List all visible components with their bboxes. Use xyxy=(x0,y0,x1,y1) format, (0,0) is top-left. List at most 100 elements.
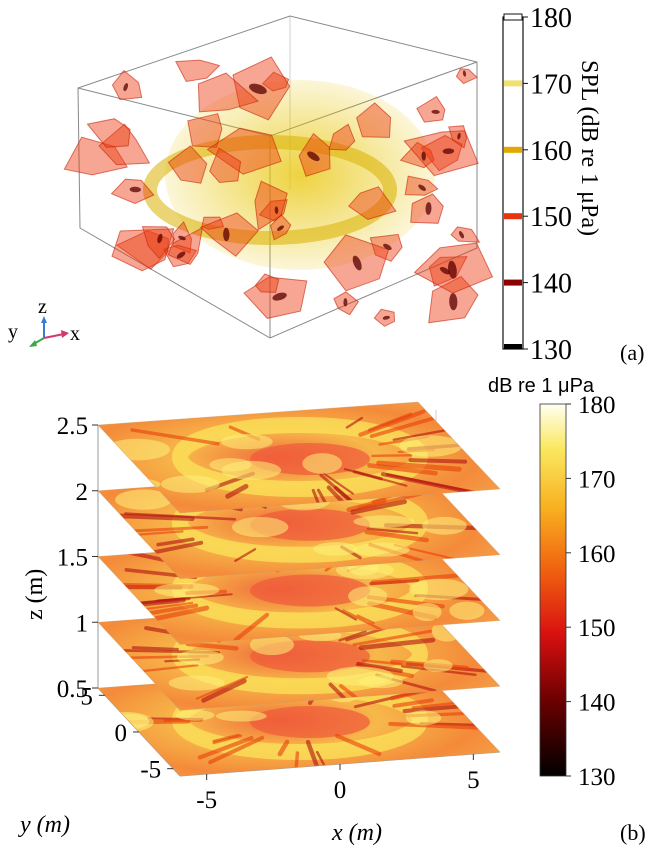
panel-b-colorbar xyxy=(539,403,567,777)
iso-140-core xyxy=(425,202,432,215)
colorbar-a-level-170 xyxy=(504,80,522,87)
colorbar-a-tick-label: 130 xyxy=(530,335,572,366)
z-tick-label: 0.5 xyxy=(57,676,88,703)
colorbar-a-level-130 xyxy=(504,344,522,349)
iso-140-core xyxy=(277,225,284,231)
iso-140-core xyxy=(307,151,320,162)
z-tick-label: 1.5 xyxy=(57,545,88,572)
z-axis-label: z (m) xyxy=(22,569,48,620)
y-tick-label: -5 xyxy=(140,757,161,784)
panel-a-label: (a) xyxy=(620,340,644,365)
x-tick-label: 5 xyxy=(467,767,480,794)
y-axis-ticks: -5 05 xyxy=(80,683,174,784)
isosurface-group xyxy=(63,56,494,327)
iso-140-core xyxy=(439,266,451,275)
colorbar-a-tick-label: 150 xyxy=(530,202,572,233)
iso-150-patch xyxy=(86,118,131,148)
iso-150-patch xyxy=(347,186,397,220)
iso-150-patch xyxy=(328,123,356,151)
heatmap-slice-z-2.5 xyxy=(97,401,501,514)
iso-140-core xyxy=(352,255,362,271)
colorbar-b-tick-label: 140 xyxy=(578,690,616,717)
z-tick-label: 2.5 xyxy=(57,413,88,440)
colorbar-b-tick-label: 160 xyxy=(578,541,616,568)
iso-140-core xyxy=(462,70,467,77)
panel-a-colorbar-label: SPL (dB re 1 μPa) xyxy=(576,60,602,236)
iso-140-core xyxy=(457,132,461,140)
colorbar-b-tick-label: 170 xyxy=(578,466,616,493)
colorbar-a-tick-label: 160 xyxy=(530,136,572,167)
orientation-axis-z: z xyxy=(38,296,47,318)
iso-150-patch xyxy=(416,95,446,123)
iso-150-patch xyxy=(167,226,204,266)
iso-150-patch xyxy=(403,130,479,177)
orientation-axes: z y x xyxy=(8,296,80,347)
iso-150-patch xyxy=(455,68,478,85)
iso-150-patch xyxy=(167,145,208,184)
x-tick-label: 0 xyxy=(334,777,347,804)
z-axis-ticks: 0.5 1 1.5 2 2.5 xyxy=(57,413,98,703)
y-axis-label: y (m) xyxy=(18,812,70,838)
iso-150-patch xyxy=(175,59,221,83)
panel-a: z y x 130 140 150 160 170 180 SPL (dB re 1 μP… xyxy=(8,3,644,366)
iso-150-patch xyxy=(420,134,463,172)
orientation-axis-x: x xyxy=(70,323,80,345)
colorbar-a-tick-label: 170 xyxy=(530,69,572,100)
iso-140-surfaces xyxy=(123,70,467,320)
z-tick-label: 2 xyxy=(76,479,89,506)
iso-140-core xyxy=(343,298,348,307)
colorbar-b-tick-label: 130 xyxy=(578,764,616,791)
z-tick-label: 1 xyxy=(76,610,89,637)
iso-140-core xyxy=(418,184,426,191)
orientation-axis-y: y xyxy=(8,321,18,343)
iso-150-patch xyxy=(399,141,435,169)
x-axis-ticks: -5 0 5 xyxy=(196,754,480,814)
iso-140-core xyxy=(123,83,129,92)
iso-140-core xyxy=(383,243,392,251)
y-tick-label: 0 xyxy=(115,720,128,747)
colorbar-a-level-140 xyxy=(504,279,522,286)
iso-150-patch xyxy=(254,273,280,293)
iso-150-patch xyxy=(450,226,481,243)
iso-140-core xyxy=(178,235,186,241)
iso-140-core xyxy=(157,233,163,244)
panel-b: 0.511.522.5 z (m) -505 y (m) -5 0 5 x (m) … xyxy=(18,375,646,846)
iso-150-patch xyxy=(356,102,392,138)
iso-140-core xyxy=(421,151,426,161)
iso-150-patch xyxy=(254,180,288,231)
iso-140-core xyxy=(442,148,455,155)
panel-b-colorbar-ticks: 130 140 150 160 170 180 xyxy=(566,392,616,791)
iso-140-core xyxy=(382,315,390,320)
panel-a-colorbar: 130 140 150 160 170 180 xyxy=(502,3,572,366)
iso-140-core xyxy=(449,293,458,311)
iso-140-core xyxy=(274,206,279,214)
colorbar-b-tick-label: 150 xyxy=(578,615,616,642)
iso-150-surfaces xyxy=(63,56,494,327)
iso-140-core xyxy=(431,109,440,114)
heatmap-slice-z-1 xyxy=(97,598,501,711)
iso-150-patch xyxy=(209,147,242,184)
colorbar-a-level-180 xyxy=(503,13,523,21)
iso-150-patch xyxy=(197,72,260,113)
panel-b-colorbar-title: dB re 1 μPa xyxy=(488,375,595,397)
colorbar-a-level-160 xyxy=(504,146,522,153)
colorbar-a-tick-label: 180 xyxy=(530,3,572,34)
panel-b-label: (b) xyxy=(620,820,646,845)
iso-150-patch xyxy=(115,230,169,270)
colorbar-a-level-150 xyxy=(504,213,522,220)
iso-140-core xyxy=(176,251,186,259)
x-tick-label: -5 xyxy=(196,787,217,814)
iso-140-core xyxy=(223,227,230,242)
iso-140-core xyxy=(272,292,287,301)
iso-150-patch xyxy=(206,127,282,175)
iso-150-patch xyxy=(187,113,223,148)
colorbar-a-tick-label: 140 xyxy=(530,269,572,300)
iso-140-core xyxy=(458,231,465,239)
heatmap-slices xyxy=(97,401,501,777)
y-tick-label: 5 xyxy=(80,683,93,710)
iso-140-core xyxy=(129,186,141,193)
iso-140-core xyxy=(248,83,267,95)
x-axis-label: x (m) xyxy=(331,820,382,846)
colorbar-b-tick-label: 180 xyxy=(578,392,616,419)
